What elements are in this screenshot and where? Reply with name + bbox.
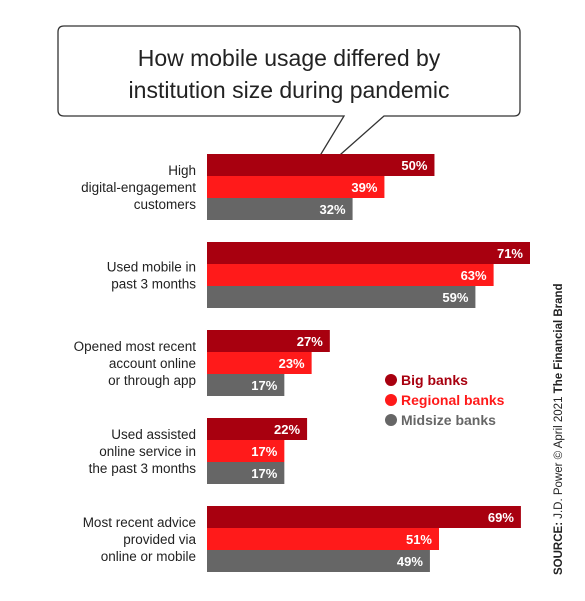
bar-midsize-banks-3 [207, 462, 285, 484]
legend-marker-big-banks [385, 374, 397, 386]
chart-title-line-1: How mobile usage differed by [138, 45, 441, 71]
bar-value-label: 59% [442, 290, 468, 305]
legend-marker-midsize-banks [385, 414, 397, 426]
bar-midsize-banks-2 [207, 374, 285, 396]
category-label: High [168, 163, 196, 178]
category-label: Most recent advice [83, 515, 196, 530]
category-label: Used assisted [111, 427, 196, 442]
bar-value-label: 17% [251, 466, 277, 481]
legend-marker-regional-banks [385, 394, 397, 406]
bar-big-banks-4 [207, 506, 521, 528]
category-label: or through app [108, 373, 196, 388]
bar-midsize-banks-1 [207, 286, 476, 308]
chart-title-line-2: institution size during pandemic [129, 77, 450, 103]
bar-value-label: 69% [488, 510, 514, 525]
legend: Big banks Regional banks Midsize banks [385, 372, 505, 428]
category-label: customers [134, 197, 197, 212]
source-label: SOURCE: [553, 522, 565, 575]
bar-big-banks-3 [207, 418, 308, 440]
bar-regional-banks-2 [207, 352, 312, 374]
category-label: the past 3 months [89, 461, 197, 476]
bar-value-label: 50% [401, 158, 427, 173]
bar-regional-banks-4 [207, 528, 440, 550]
category-label: account online [109, 356, 196, 371]
bar-midsize-banks-0 [207, 198, 353, 220]
category-labels-group: High digital-engagement customers Used mobi… [74, 163, 197, 564]
bar-value-label: 63% [461, 268, 487, 283]
bar-big-banks-1 [207, 242, 530, 264]
category-label: online or mobile [101, 549, 196, 564]
bar-regional-banks-3 [207, 440, 285, 462]
bar-big-banks-2 [207, 330, 330, 352]
category-label: past 3 months [111, 277, 196, 292]
bar-value-label: 17% [251, 444, 277, 459]
legend-label-big-banks: Big banks [401, 372, 468, 388]
category-label: digital-engagement [81, 180, 196, 195]
legend-label-midsize-banks: Midsize banks [401, 412, 496, 428]
bar-value-label: 39% [351, 180, 377, 195]
bar-regional-banks-0 [207, 176, 385, 198]
brand-name: The Financial Brand [553, 283, 565, 393]
bar-big-banks-0 [207, 154, 435, 176]
bars-group: 50%39%32%71%63%59%27%23%17%22%17%17%69%5… [207, 154, 530, 572]
bar-value-label: 71% [497, 246, 523, 261]
bar-value-label: 23% [279, 356, 305, 371]
legend-label-regional-banks: Regional banks [401, 392, 505, 408]
bar-regional-banks-1 [207, 264, 494, 286]
category-label: provided via [123, 532, 196, 547]
bar-value-label: 27% [297, 334, 323, 349]
bar-value-label: 22% [274, 422, 300, 437]
category-label: online service in [99, 444, 196, 459]
category-label: Used mobile in [107, 260, 196, 275]
bar-value-label: 17% [251, 378, 277, 393]
source-note: SOURCE: J.D. Power © April 2021 The Fina… [553, 283, 565, 575]
bar-value-label: 51% [406, 532, 432, 547]
source-text: J.D. Power © April 2021 [553, 393, 565, 522]
bar-value-label: 49% [397, 554, 423, 569]
category-label: Opened most recent [74, 339, 197, 354]
bar-midsize-banks-4 [207, 550, 430, 572]
bar-value-label: 32% [320, 202, 346, 217]
